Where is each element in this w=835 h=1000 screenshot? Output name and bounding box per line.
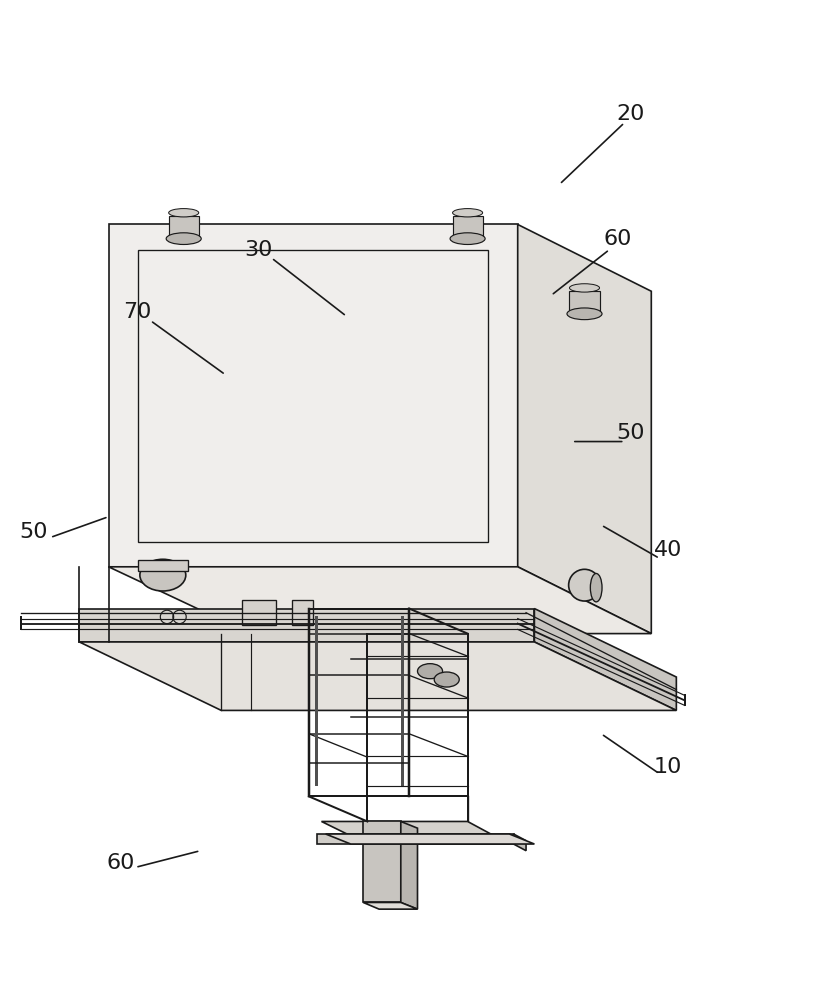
Polygon shape [363, 902, 418, 909]
Ellipse shape [569, 284, 600, 292]
Text: 60: 60 [107, 853, 135, 873]
Ellipse shape [590, 573, 602, 602]
Ellipse shape [450, 233, 485, 244]
Polygon shape [317, 834, 514, 844]
Text: 70: 70 [124, 302, 152, 322]
Polygon shape [138, 560, 188, 571]
Polygon shape [79, 642, 676, 710]
Ellipse shape [140, 559, 186, 591]
Polygon shape [79, 609, 534, 642]
Polygon shape [109, 567, 651, 634]
Polygon shape [321, 821, 509, 844]
Bar [242, 600, 276, 625]
Ellipse shape [453, 209, 483, 217]
Ellipse shape [434, 672, 459, 687]
Ellipse shape [569, 569, 600, 601]
Text: 20: 20 [616, 104, 645, 124]
Text: 30: 30 [245, 239, 273, 259]
Polygon shape [518, 224, 651, 634]
Ellipse shape [169, 209, 199, 217]
Bar [569, 291, 600, 312]
Bar [169, 216, 199, 237]
Text: 60: 60 [604, 229, 632, 249]
Bar [292, 600, 313, 625]
Text: 40: 40 [654, 540, 682, 560]
Ellipse shape [567, 308, 602, 320]
Ellipse shape [166, 233, 201, 244]
Polygon shape [401, 821, 418, 909]
Polygon shape [514, 834, 526, 851]
Polygon shape [326, 834, 534, 844]
Polygon shape [534, 609, 676, 710]
Polygon shape [109, 224, 518, 567]
Bar [453, 216, 483, 237]
Polygon shape [363, 821, 401, 902]
Text: 10: 10 [654, 757, 682, 777]
Text: 50: 50 [19, 522, 48, 542]
Text: 50: 50 [616, 423, 645, 443]
Ellipse shape [418, 664, 443, 679]
